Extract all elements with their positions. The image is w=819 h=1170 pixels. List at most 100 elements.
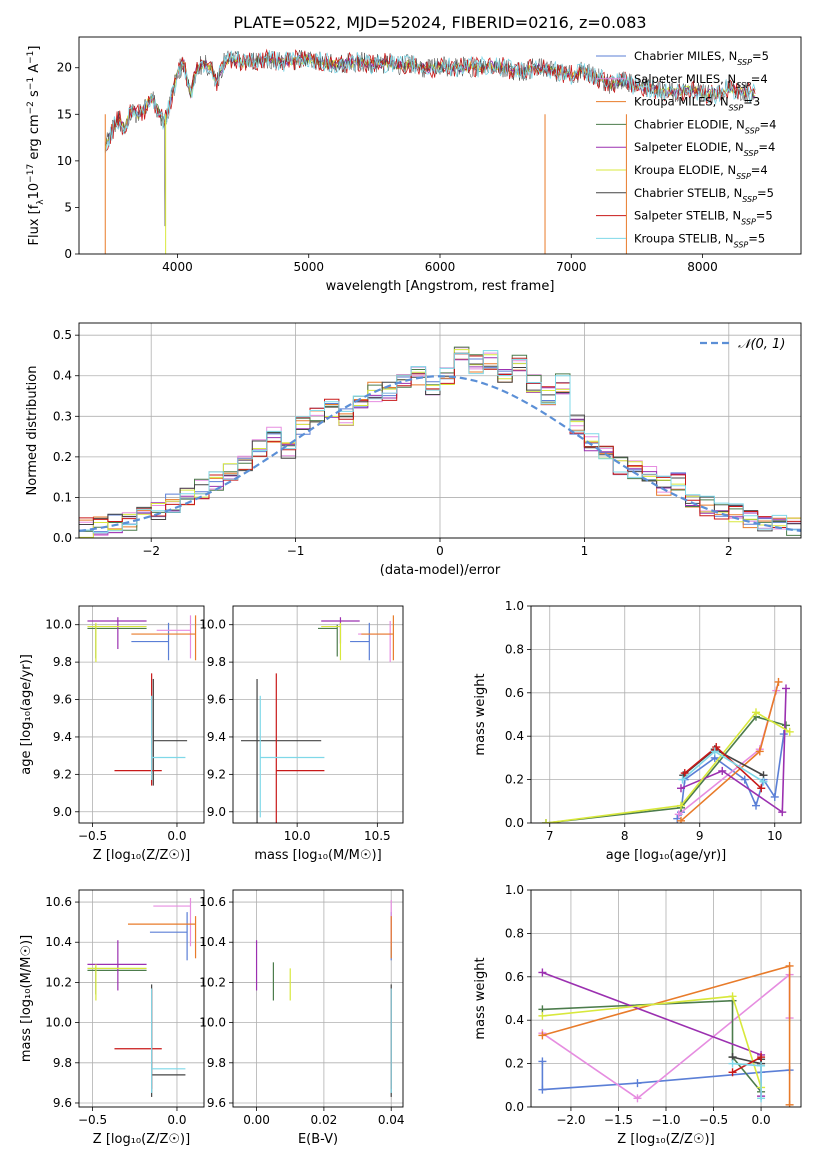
y-tick-label: 0.4: [505, 1013, 524, 1027]
y-axis-label: age [log₁₀(age/yr)]: [19, 654, 34, 775]
y-tick-label: 10.6: [199, 895, 226, 909]
x-tick-label: 10: [767, 829, 782, 843]
x-tick-label: −1.0: [651, 1113, 680, 1127]
y-tick-label: 9.2: [53, 767, 72, 781]
plot-frame: [530, 605, 802, 824]
legend-n: =4: [758, 140, 775, 154]
legend-sub: SSP: [729, 103, 744, 112]
x-tick-label: 8: [621, 829, 629, 843]
x-tick-label: −0.5: [78, 829, 107, 843]
y-tick-label: 1.0: [505, 883, 524, 897]
plot-frame: [78, 889, 205, 1108]
y-tick-label: 10.4: [45, 935, 72, 949]
legend-label: Chabrier STELIB, NSSP=5: [634, 186, 774, 204]
plot-area: [233, 606, 403, 823]
y-axis-label-part: A: [27, 64, 42, 77]
plot-frame: [232, 605, 404, 824]
y-tick-label: 10.0: [199, 618, 226, 632]
y-axis-label: Flux [fλ10−17 erg cm−2 s−1 A−1]: [26, 46, 46, 246]
y-tick-label: 10.4: [199, 935, 226, 949]
x-tick-label: 10.5: [364, 829, 391, 843]
legend-label: 𝒩(0, 1): [738, 337, 785, 352]
y-tick-label: 9.8: [53, 1056, 72, 1070]
axes-Z-age: −0.5 0.0 9.0 9.2 9.4 9.6 9.8 10.0 Z [log₁₀(Z/Z☉)…: [19, 605, 205, 863]
legend-label: Chabrier ELODIE, NSSP=4: [634, 117, 776, 135]
spectrum-line: [104, 50, 756, 154]
y-tick-label: 5: [64, 200, 72, 214]
legend-n: =5: [757, 186, 774, 200]
x-axis-label: Z [log₁₀(Z/Z☉)]: [93, 1132, 190, 1147]
x-tick-label: −2.0: [556, 1113, 585, 1127]
x-axis-label: age [log₁₀(age/yr)]: [606, 848, 727, 863]
y-tick-label: 0.4: [505, 729, 524, 743]
axes-mass-age: 10.0 10.5 9.0 9.2 9.4 9.6 9.8 10.0 mass [log₁₀(M…: [199, 605, 404, 863]
legend-model: Chabrier STELIB, N: [634, 186, 742, 200]
x-tick-label: 9: [696, 829, 704, 843]
y-tick-label: 9.0: [53, 805, 72, 819]
legend-n: =3: [743, 95, 760, 109]
legend-sub: SSP: [745, 126, 760, 135]
x-tick-label: 4000: [162, 260, 193, 274]
weight-lines: [542, 677, 794, 823]
y-axis-label-part: −2: [26, 101, 36, 114]
axes-Z-weight: −2.0 −1.5 −1.0 −0.5 0.0 0.0 0.2 0.4 0.6 0.8 1.0 Z […: [473, 883, 802, 1147]
y-axis-label-part: Flux [f: [27, 204, 42, 245]
x-axis-label: Z [log₁₀(Z/Z☉)]: [617, 1132, 714, 1147]
y-tick-label: 0.2: [53, 450, 72, 464]
y-tick-label: 9.0: [207, 805, 226, 819]
y-tick-label: 0: [64, 247, 72, 261]
y-tick-label: 0.0: [53, 531, 72, 545]
legend-sub: SSP: [736, 172, 751, 181]
legend-model: Chabrier MILES, N: [634, 49, 737, 63]
legend-n: =4: [751, 163, 768, 177]
y-tick-label: 0.8: [505, 926, 524, 940]
plot-frame: [530, 889, 802, 1108]
plot-area: [79, 890, 204, 1107]
legend-label: Chabrier MILES, NSSP=5: [634, 49, 769, 67]
y-axis-label-part: erg cm: [27, 114, 42, 163]
legend-label: Kroupa ELODIE, NSSP=4: [634, 163, 768, 181]
x-tick-label: 7: [546, 829, 554, 843]
y-tick-label: 10: [57, 154, 72, 168]
y-tick-label: 9.6: [207, 1096, 226, 1110]
y-tick-label: 9.2: [207, 767, 226, 781]
y-axis-label-part: −17: [26, 164, 36, 183]
y-tick-label: 9.4: [207, 730, 226, 744]
hist-group: [79, 346, 801, 538]
y-tick-label: 0.2: [505, 773, 524, 787]
y-axis-label: mass weight: [473, 957, 488, 1039]
y-tick-label: 9.8: [207, 1056, 226, 1070]
legend-n: =4: [751, 72, 768, 86]
x-tick-label: 0.04: [378, 1113, 405, 1127]
x-tick-label: 0.0: [167, 1113, 186, 1127]
y-tick-label: 0.0: [505, 1100, 524, 1114]
legend-model: Kroupa STELIB, N: [634, 231, 734, 245]
y-tick-label: 9.6: [53, 693, 72, 707]
legend-label: Kroupa STELIB, NSSP=5: [634, 231, 765, 249]
y-tick-label: 9.8: [207, 655, 226, 669]
x-tick-label: −0.5: [699, 1113, 728, 1127]
legend-sub: SSP: [741, 217, 756, 226]
x-tick-label: 7000: [556, 260, 587, 274]
y-axis-label: mass weight: [473, 673, 488, 755]
y-tick-label: 0.6: [505, 686, 524, 700]
x-tick-label: 0.02: [311, 1113, 338, 1127]
axes-age-weight: 7 8 9 10 0.0 0.2 0.4 0.6 0.8 1.0 age [log₁₀(age/yr…: [473, 599, 802, 863]
legend-model: Kroupa MILES, N: [634, 95, 729, 109]
x-axis-label: (data-model)/error: [380, 563, 501, 578]
x-axis-label: mass [log₁₀(M/M☉)]: [254, 848, 381, 863]
legend-sub: SSP: [734, 240, 749, 249]
legend-model: Kroupa ELODIE, N: [634, 163, 736, 177]
y-axis-label-part: λ: [36, 199, 46, 205]
legend-n: =5: [748, 231, 765, 245]
weight-lines: [538, 961, 794, 1107]
x-tick-label: 6000: [425, 260, 456, 274]
figure-title: PLATE=0522, MJD=52024, FIBERID=0216, z=0…: [233, 13, 646, 32]
legend-label: Salpeter STELIB, NSSP=5: [634, 209, 773, 227]
y-tick-label: 0.8: [505, 642, 524, 656]
y-axis-label-part: 10: [27, 183, 42, 200]
y-axis-label-part: −1: [26, 51, 36, 64]
legend-sub: SSP: [736, 80, 751, 89]
y-tick-label: 9.6: [53, 1096, 72, 1110]
x-axis-label: Z [log₁₀(Z/Z☉)]: [93, 848, 190, 863]
